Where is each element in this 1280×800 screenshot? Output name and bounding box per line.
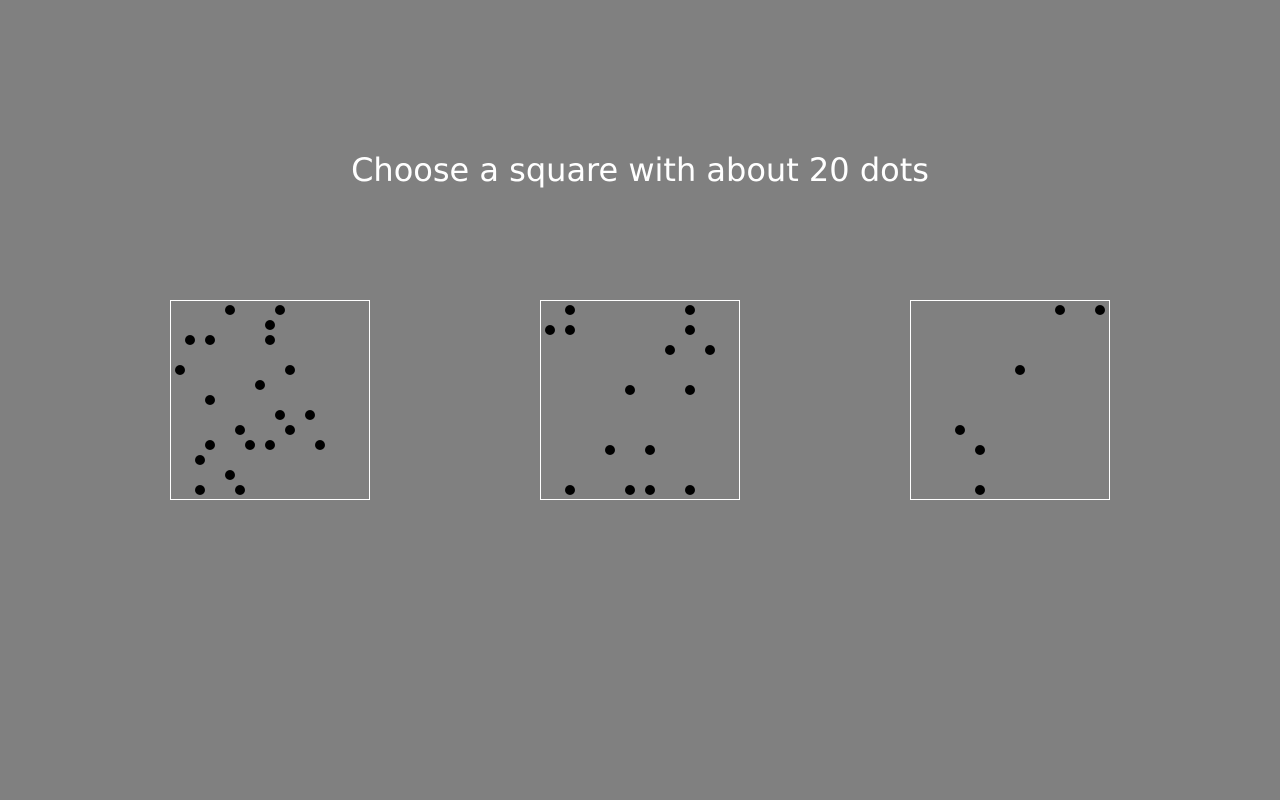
dot xyxy=(975,485,985,495)
dot xyxy=(605,445,615,455)
dot xyxy=(685,325,695,335)
dot xyxy=(265,320,275,330)
dot xyxy=(645,485,655,495)
dot xyxy=(195,485,205,495)
dot xyxy=(1015,365,1025,375)
dot xyxy=(685,485,695,495)
dot xyxy=(195,455,205,465)
dot xyxy=(315,440,325,450)
dot xyxy=(665,345,675,355)
dot xyxy=(235,485,245,495)
dot xyxy=(275,410,285,420)
dot xyxy=(175,365,185,375)
prompt-text: Choose a square with about 20 dots xyxy=(351,151,929,189)
dot xyxy=(565,305,575,315)
dot xyxy=(1055,305,1065,315)
dot xyxy=(565,325,575,335)
dot xyxy=(685,385,695,395)
dot xyxy=(225,470,235,480)
dot xyxy=(245,440,255,450)
dot xyxy=(305,410,315,420)
dot xyxy=(285,425,295,435)
dot xyxy=(545,325,555,335)
dot xyxy=(285,365,295,375)
dot xyxy=(645,445,655,455)
dot xyxy=(625,385,635,395)
dot xyxy=(205,395,215,405)
dot xyxy=(625,485,635,495)
dot xyxy=(225,305,235,315)
option-square-1[interactable] xyxy=(170,300,370,500)
option-square-3[interactable] xyxy=(910,300,1110,500)
dot xyxy=(205,440,215,450)
dot xyxy=(975,445,985,455)
option-square-2[interactable] xyxy=(540,300,740,500)
dot xyxy=(255,380,265,390)
dot xyxy=(235,425,245,435)
dot xyxy=(205,335,215,345)
dot xyxy=(955,425,965,435)
dot xyxy=(705,345,715,355)
dot xyxy=(275,305,285,315)
dot xyxy=(185,335,195,345)
dot xyxy=(265,335,275,345)
dot xyxy=(1095,305,1105,315)
dot xyxy=(565,485,575,495)
dot xyxy=(265,440,275,450)
dot xyxy=(685,305,695,315)
